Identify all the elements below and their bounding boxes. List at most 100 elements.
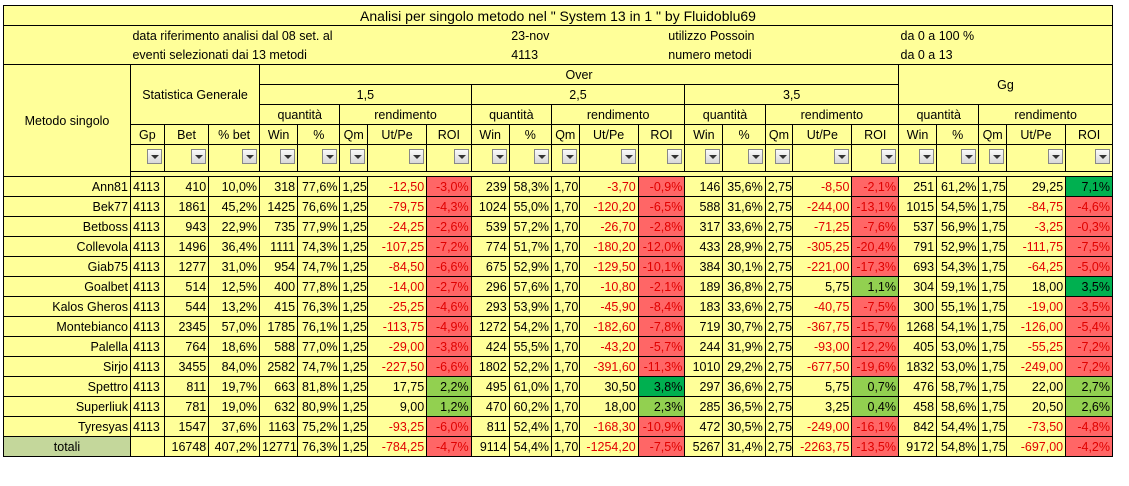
filter-dropdown-icon[interactable] [280,149,296,164]
filter-dropdown-icon[interactable] [146,149,162,164]
utpe-cell: -249,00 [792,416,853,437]
win-cell: 244 [684,336,724,357]
win-cell: 1425 [259,196,299,217]
pct-cell: 80,9% [297,396,341,417]
filter-dropdown-icon[interactable] [747,149,763,164]
utpe-cell: -45,90 [578,296,639,317]
win-cell: 537 [897,216,938,237]
utpe-cell: -111,75 [1005,236,1067,257]
filter-cell [163,144,210,172]
filter-cell [508,144,553,172]
qm-cell: 1,75 [978,196,1007,217]
roi-cell: -0,9% [637,176,686,197]
gp-cell: 4113 [129,216,165,237]
filter-cell [851,144,899,172]
pct-cell: 76,1% [297,316,341,337]
win-cell: 476 [897,376,938,397]
pbet-cell: 37,6% [208,416,261,437]
filter-dropdown-icon[interactable] [919,149,935,164]
roi-cell: -7,5% [637,436,686,457]
filter-dropdown-icon[interactable] [667,149,683,164]
table-row: Montebianco 4113 2345 57,0% 1785 76,1% 1,25 -11… [3,316,1113,337]
filter-dropdown-icon[interactable] [409,149,425,164]
win-cell: 842 [897,416,938,437]
bet-cell: 1861 [163,196,210,217]
col-header-utpe: Ut/Pe [366,124,428,145]
bet-cell: 1547 [163,416,210,437]
qm-cell: 1,70 [551,356,580,377]
filter-dropdown-icon[interactable] [834,149,850,164]
qm-cell: 1,70 [551,416,580,437]
win-cell: 1268 [897,316,938,337]
pbet-cell: 22,9% [208,216,261,237]
pct-cell: 77,0% [297,336,341,357]
utpe-cell: -3,70 [578,176,639,197]
filter-dropdown-icon[interactable] [453,149,469,164]
filter-cell [1065,144,1113,172]
utpe-cell: 22,00 [1005,376,1067,397]
roi-cell: -7,5% [1065,236,1113,257]
rendimento-header: rendimento [764,104,900,125]
utpe-cell: 17,75 [366,376,428,397]
filter-dropdown-icon[interactable] [961,149,977,164]
pct-cell: 76,3% [297,296,341,317]
filter-dropdown-icon[interactable] [242,149,258,164]
pct-cell: 60,2% [508,396,553,417]
sheet-title: Analisi per singolo metodo nel " System … [3,5,1113,26]
pct-cell: 77,9% [297,216,341,237]
table-row: Betboss 4113 943 22,9% 735 77,9% 1,25 -24,25 -2,… [3,216,1113,237]
method-name: totali [3,436,131,457]
utpe-cell: -1254,20 [578,436,639,457]
pct-cell: 31,4% [722,436,766,457]
quantita-header: quantità [259,104,341,125]
filter-dropdown-icon[interactable] [491,149,507,164]
bet-cell: 764 [163,336,210,357]
filter-dropdown-icon[interactable] [1095,149,1110,164]
col-header-qm: Qm [978,124,1007,145]
qm-cell: 1,25 [339,176,368,197]
filter-dropdown-icon[interactable] [620,149,636,164]
bet-cell: 16748 [163,436,210,457]
filter-dropdown-icon[interactable] [881,149,896,164]
filter-cell [426,144,472,172]
utpe-cell: -182,60 [578,316,639,337]
pbet-cell: 12,5% [208,276,261,297]
utpe-cell: -249,00 [1005,356,1067,377]
qm-cell: 1,25 [339,236,368,257]
filter-dropdown-icon[interactable] [1048,149,1064,164]
roi-cell: -10,9% [637,416,686,437]
col-header-win: Win [897,124,938,145]
roi-cell: -6,0% [426,416,472,437]
roi-cell: 2,3% [637,396,686,417]
filter-dropdown-icon[interactable] [534,149,550,164]
win-cell: 384 [684,256,724,277]
qm-cell: 1,75 [978,296,1007,317]
qm-cell: 2,75 [764,176,794,197]
qm-cell: 1,70 [551,396,580,417]
utpe-cell: 18,00 [1005,276,1067,297]
win-cell: 5267 [684,436,724,457]
pct-cell: 57,2% [508,216,553,237]
roi-cell: -15,7% [851,316,899,337]
win-cell: 632 [259,396,299,417]
pct-cell: 55,0% [508,196,553,217]
gp-cell: 4113 [129,336,165,357]
filter-dropdown-icon[interactable] [349,149,365,164]
table-row: Palella 4113 764 18,6% 588 77,0% 1,25 -29,00 -3,… [3,336,1113,357]
roi-cell: -12,0% [637,236,686,257]
filter-dropdown-icon[interactable] [322,149,338,164]
gg-header: Gg [898,64,1113,105]
stat-header: Statistica Generale [129,64,261,125]
filter-dropdown-icon[interactable] [705,149,721,164]
filter-dropdown-icon[interactable] [191,149,207,164]
pct-cell: 75,2% [297,416,341,437]
qm-cell: 2,75 [764,396,794,417]
filter-dropdown-icon[interactable] [988,149,1004,164]
filter-dropdown-icon[interactable] [561,149,577,164]
filter-cell [764,144,794,172]
method-name: Giab75 [3,256,131,277]
filter-dropdown-icon[interactable] [775,149,791,164]
qm-cell: 1,70 [551,316,580,337]
pbet-cell: 45,2% [208,196,261,217]
roi-cell: 7,1% [1065,176,1113,197]
